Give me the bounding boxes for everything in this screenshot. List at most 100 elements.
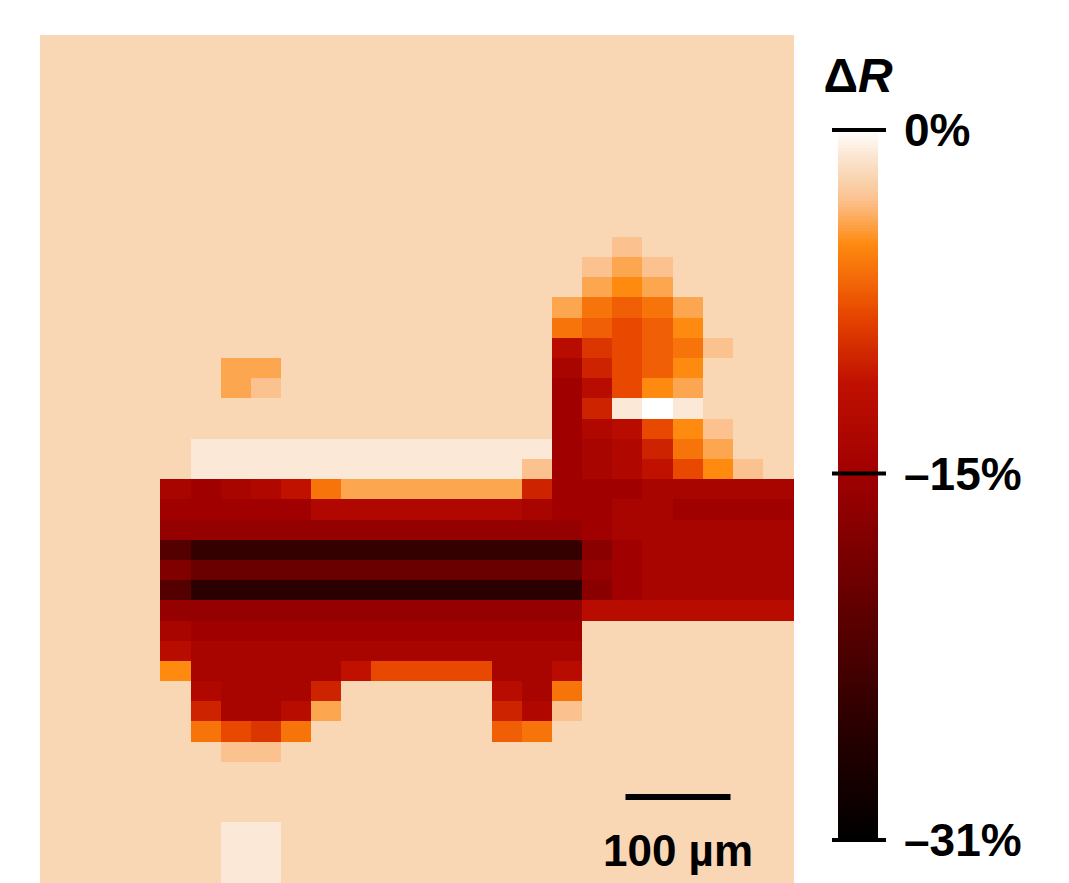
heatmap-cell [100, 479, 131, 500]
heatmap-cell [100, 520, 131, 541]
heatmap-cell [281, 378, 312, 399]
heatmap-cell [341, 156, 372, 177]
heatmap-cell [673, 398, 704, 419]
heatmap-cell [492, 136, 523, 157]
heatmap-cell [311, 338, 342, 359]
heatmap-cell [462, 237, 493, 258]
colorbar-title: ΔR [823, 49, 893, 102]
heatmap-cell [733, 75, 764, 96]
heatmap-cell [221, 822, 252, 843]
heatmap-cell [673, 762, 704, 783]
heatmap-cell [160, 35, 191, 56]
heatmap-cell [401, 721, 432, 742]
heatmap-cell [281, 681, 312, 702]
heatmap-cell [492, 721, 523, 742]
heatmap-cell [763, 318, 794, 339]
heatmap-cell [191, 237, 222, 258]
colorbar-tick [832, 128, 886, 132]
heatmap-cell [582, 701, 613, 722]
heatmap-cell [100, 560, 131, 581]
heatmap-cell [281, 520, 312, 541]
heatmap-cell [612, 580, 643, 601]
heatmap-cell [100, 176, 131, 197]
heatmap-cell [191, 540, 222, 561]
heatmap-cell [160, 681, 191, 702]
heatmap-cell [281, 116, 312, 137]
heatmap-cell [552, 318, 583, 339]
heatmap-cell [522, 560, 553, 581]
heatmap-cell [160, 782, 191, 803]
heatmap-cell [281, 297, 312, 318]
heatmap-cell [582, 55, 613, 76]
heatmap-cell [703, 520, 734, 541]
heatmap-cell [522, 661, 553, 682]
heatmap-cell [733, 580, 764, 601]
heatmap-cell [221, 297, 252, 318]
heatmap-cell [733, 338, 764, 359]
heatmap-cell [612, 257, 643, 278]
heatmap-cell [70, 863, 101, 883]
heatmap-cell [642, 156, 673, 177]
heatmap-cell [552, 75, 583, 96]
heatmap-cell [462, 136, 493, 157]
heatmap-cell [160, 863, 191, 883]
heatmap-cell [401, 297, 432, 318]
heatmap-cell [281, 661, 312, 682]
heatmap-cell [251, 641, 282, 662]
heatmap-cell [251, 116, 282, 137]
heatmap-cell [401, 762, 432, 783]
heatmap-cell [311, 297, 342, 318]
heatmap-cell [70, 96, 101, 117]
heatmap-cell [733, 116, 764, 137]
heatmap-cell [70, 802, 101, 823]
heatmap-cell [763, 338, 794, 359]
heatmap-cell [251, 721, 282, 742]
heatmap-cell [281, 560, 312, 581]
heatmap-cell [612, 641, 643, 662]
heatmap-cell [100, 621, 131, 642]
heatmap-cell [612, 802, 643, 823]
heatmap-cell [673, 580, 704, 601]
heatmap-cell [582, 721, 613, 742]
heatmap-cell [70, 116, 101, 137]
heatmap-cell [763, 701, 794, 722]
heatmap-cell [673, 802, 704, 823]
heatmap-cell [160, 378, 191, 399]
heatmap-cell [612, 136, 643, 157]
heatmap-cell [160, 136, 191, 157]
heatmap-cell [251, 358, 282, 379]
heatmap-cell [673, 55, 704, 76]
heatmap-cell [371, 55, 402, 76]
heatmap-cell [522, 257, 553, 278]
heatmap-cell [612, 176, 643, 197]
heatmap-cell [612, 762, 643, 783]
heatmap-cell [733, 762, 764, 783]
heatmap-cell [703, 338, 734, 359]
heatmap-cell [492, 398, 523, 419]
heatmap-cell [311, 580, 342, 601]
heatmap-cell [703, 661, 734, 682]
heatmap-cell [763, 863, 794, 883]
heatmap-cell [251, 459, 282, 480]
heatmap-cell [401, 318, 432, 339]
heatmap-cell [462, 257, 493, 278]
heatmap-cell [703, 297, 734, 318]
heatmap-cell [552, 560, 583, 581]
heatmap-cell [462, 419, 493, 440]
heatmap-cell [522, 459, 553, 480]
heatmap-cell [70, 358, 101, 379]
heatmap-cell [160, 156, 191, 177]
heatmap-cell [221, 459, 252, 480]
heatmap-cell [401, 398, 432, 419]
heatmap-cell [371, 802, 402, 823]
heatmap-cell [311, 621, 342, 642]
heatmap-cell [763, 35, 794, 56]
heatmap-cell [341, 822, 372, 843]
heatmap-cell [251, 75, 282, 96]
heatmap-cell [582, 237, 613, 258]
colorbar [838, 130, 878, 841]
heatmap-cell [100, 843, 131, 864]
heatmap-cell [40, 641, 71, 662]
heatmap-cell [401, 802, 432, 823]
heatmap-cell [341, 681, 372, 702]
